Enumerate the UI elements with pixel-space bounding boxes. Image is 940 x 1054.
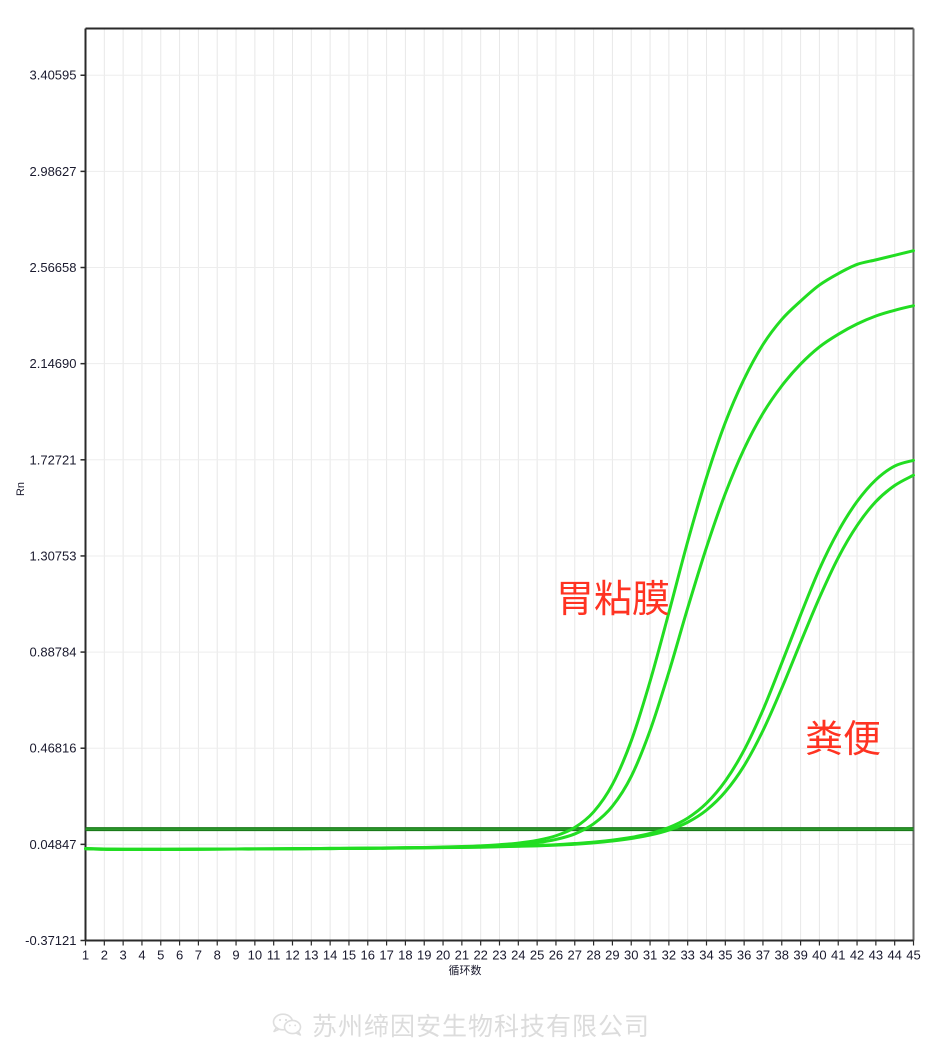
x-axis-tick-label: 14 xyxy=(323,948,337,963)
x-axis-tick-label: 7 xyxy=(195,948,202,963)
x-axis-tick-label: 36 xyxy=(737,948,751,963)
x-axis-tick-label: 6 xyxy=(176,948,183,963)
x-axis-tick-label: 2 xyxy=(101,948,108,963)
y-axis-tick-label: 3.40595 xyxy=(30,68,77,83)
y-axis-tick-label: 0.46816 xyxy=(30,741,77,756)
grid-layer xyxy=(85,28,914,941)
y-axis-tick-label: 2.56658 xyxy=(30,260,77,275)
x-axis-tick-label: 24 xyxy=(511,948,525,963)
axis-titles: Rn 循环数 xyxy=(15,482,482,977)
x-axis-tick-label: 32 xyxy=(662,948,676,963)
curve-group-label: 粪便 xyxy=(805,717,881,761)
x-axis-tick-label: 4 xyxy=(138,948,145,963)
x-axis-tick-label: 43 xyxy=(869,948,883,963)
x-axis-tick-label: 27 xyxy=(568,948,582,963)
x-axis-tick-label: 19 xyxy=(417,948,431,963)
x-axis-tick-label: 38 xyxy=(775,948,789,963)
x-axis-tick-label: 21 xyxy=(455,948,469,963)
x-axis-tick-label: 16 xyxy=(361,948,375,963)
y-axis-tick-label: 1.72721 xyxy=(30,452,77,467)
x-axis-tick-label: 39 xyxy=(793,948,807,963)
amplification-curve xyxy=(84,473,915,851)
x-axis-tick-label: 1 xyxy=(82,948,89,963)
y-axis-tick-label: 1.30753 xyxy=(30,548,77,563)
x-axis-tick-label: 29 xyxy=(605,948,619,963)
x-axis-tick-label: 37 xyxy=(756,948,770,963)
x-axis-tick-label: 42 xyxy=(850,948,864,963)
x-axis-tick-label: 3 xyxy=(120,948,127,963)
amplification-curves xyxy=(84,249,915,852)
x-axis-tick-label: 18 xyxy=(398,948,412,963)
x-axis-tick-label: 35 xyxy=(718,948,732,963)
y-axis-title: Rn xyxy=(15,482,27,496)
x-axis-tick-labels: 1 2 3 4 5 6 7 8 9 10 11 12 13 14 15 16 17 18 19 20 21 22 23 24 2… xyxy=(82,948,921,963)
y-axis-tick-label: 2.14690 xyxy=(30,356,77,371)
x-axis-tick-label: 28 xyxy=(586,948,600,963)
x-axis-tick-label: 45 xyxy=(906,948,920,963)
y-axis-tick-label: -0.37121 xyxy=(25,933,76,948)
x-axis-tick-label: 34 xyxy=(699,948,713,963)
x-axis-tick-label: 10 xyxy=(248,948,262,963)
x-axis-tick-label: 44 xyxy=(887,948,901,963)
x-axis-tick-label: 30 xyxy=(624,948,638,963)
x-axis-tick-label: 15 xyxy=(342,948,356,963)
x-axis-tick-label: 13 xyxy=(304,948,318,963)
wechat-icon xyxy=(272,1013,302,1036)
x-axis-tick-label: 9 xyxy=(232,948,239,963)
axis-ticks xyxy=(80,74,915,946)
footer-watermark: 苏州缔因安生物科技有限公司 xyxy=(0,996,940,1054)
y-axis-tick-labels: -0.37121 0.04847 0.46816 0.88784 1.30753 1.72… xyxy=(25,68,76,948)
chart-canvas: -0.37121 0.04847 0.46816 0.88784 1.30753 1.72… xyxy=(15,27,921,977)
curve-group-label: 胃粘膜 xyxy=(556,577,670,621)
x-axis-title: 循环数 xyxy=(449,964,482,977)
x-axis-tick-label: 41 xyxy=(831,948,845,963)
y-axis-tick-label: 2.98627 xyxy=(30,164,77,179)
x-axis-tick-label: 26 xyxy=(549,948,563,963)
x-axis-tick-label: 40 xyxy=(812,948,826,963)
y-axis-tick-label: 0.04847 xyxy=(30,837,77,852)
x-axis-tick-label: 33 xyxy=(680,948,694,963)
x-axis-tick-label: 12 xyxy=(285,948,299,963)
x-axis-tick-label: 11 xyxy=(267,948,281,963)
company-watermark-label: 苏州缔因安生物科技有限公司 xyxy=(311,1012,650,1041)
x-axis-tick-label: 23 xyxy=(492,948,506,963)
x-axis-tick-label: 25 xyxy=(530,948,544,963)
x-axis-tick-label: 8 xyxy=(214,948,221,963)
x-axis-tick-label: 20 xyxy=(436,948,450,963)
x-axis-tick-label: 22 xyxy=(473,948,487,963)
x-axis-tick-label: 31 xyxy=(643,948,657,963)
x-axis-tick-label: 17 xyxy=(379,948,393,963)
y-axis-tick-label: 0.88784 xyxy=(30,645,77,660)
x-axis-tick-label: 5 xyxy=(157,948,164,963)
